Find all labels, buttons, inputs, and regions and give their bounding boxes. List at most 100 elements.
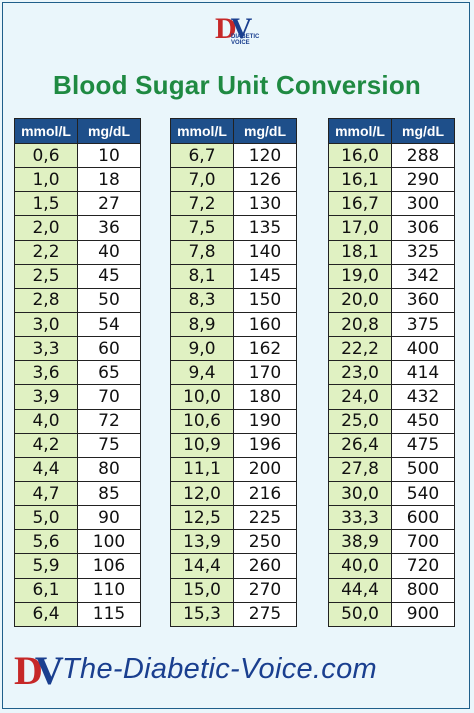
table-row: 4,7 85: [14, 480, 141, 507]
footer-monogram: DV: [14, 648, 64, 693]
table-row: 8,3 150: [170, 287, 297, 313]
conversion-table-3: mmol/L mg/dL 16,0 288 16,1 290 16,7 300 17,0 30…: [328, 118, 455, 627]
table-row: 40,0 720: [328, 553, 455, 579]
conversion-table-2: mmol/L mg/dL 6,7 120 7,0 126 7,2 130 7,5 135 7,8…: [170, 118, 297, 627]
mgdl-cell: 72: [77, 408, 141, 434]
mgdl-cell: 275: [233, 601, 297, 627]
table-row: 16,7 300: [328, 191, 455, 217]
table-row: 3,6 65: [14, 360, 141, 386]
mmol-cell: 12,0: [170, 480, 234, 507]
mmol-cell: 6,4: [14, 601, 78, 627]
mgdl-cell: 145: [233, 263, 297, 289]
mgdl-cell: 140: [233, 239, 297, 265]
mmol-cell: 6,7: [170, 142, 234, 169]
table-row: 44,4 800: [328, 577, 455, 603]
table-row: 7,8 140: [170, 239, 297, 265]
table-row: 18,1 325: [328, 239, 455, 265]
table-row: 0,6 10: [14, 142, 141, 169]
mgdl-cell: 170: [233, 360, 297, 386]
table-row: 17,0 306: [328, 215, 455, 241]
table-row: 3,0 54: [14, 311, 141, 338]
mmol-cell: 7,2: [170, 191, 234, 217]
table-row: 5,9 106: [14, 553, 141, 579]
mgdl-cell: 126: [233, 167, 297, 193]
mgdl-cell: 600: [391, 505, 455, 531]
mgdl-cell: 180: [233, 384, 297, 410]
mgdl-cell: 110: [77, 577, 141, 603]
table-row: 6,1 110: [14, 577, 141, 603]
mmol-cell: 5,6: [14, 529, 78, 555]
mmol-cell: 10,6: [170, 408, 234, 434]
table-row: 33,3 600: [328, 505, 455, 531]
mgdl-cell: 375: [391, 311, 455, 338]
table-row: 16,1 290: [328, 167, 455, 193]
mgdl-cell: 290: [391, 167, 455, 193]
table-row: 15,3 275: [170, 601, 297, 627]
mmol-cell: 44,4: [328, 577, 392, 603]
table-row: 30,0 540: [328, 480, 455, 507]
diabetic-voice-logo: DV DIABETIC VOICE: [213, 12, 263, 54]
mgdl-cell: 720: [391, 553, 455, 579]
table-row: 16,0 288: [328, 142, 455, 169]
mmol-cell: 26,4: [328, 432, 392, 458]
header-mmol: mmol/L: [328, 118, 392, 144]
mgdl-cell: 130: [233, 191, 297, 217]
mgdl-cell: 306: [391, 215, 455, 241]
mgdl-cell: 450: [391, 408, 455, 434]
table-row: 4,0 72: [14, 408, 141, 434]
table-row: 7,2 130: [170, 191, 297, 217]
mmol-cell: 5,9: [14, 553, 78, 579]
mmol-cell: 17,0: [328, 215, 392, 241]
mgdl-cell: 325: [391, 239, 455, 265]
mgdl-cell: 216: [233, 480, 297, 507]
mgdl-cell: 900: [391, 601, 455, 627]
mmol-cell: 12,5: [170, 505, 234, 531]
mgdl-cell: 65: [77, 360, 141, 386]
mmol-cell: 4,4: [14, 456, 78, 482]
mmol-cell: 15,0: [170, 577, 234, 603]
mgdl-cell: 45: [77, 263, 141, 289]
mmol-cell: 20,8: [328, 311, 392, 338]
mmol-cell: 2,5: [14, 263, 78, 289]
table-row: 2,8 50: [14, 287, 141, 313]
mgdl-cell: 414: [391, 360, 455, 386]
mmol-cell: 2,8: [14, 287, 78, 313]
table-row: 11,1 200: [170, 456, 297, 482]
mmol-cell: 1,0: [14, 167, 78, 193]
table-row: 10,0 180: [170, 384, 297, 410]
mmol-cell: 3,9: [14, 384, 78, 410]
header-mmol: mmol/L: [14, 118, 78, 144]
table-row: 4,2 75: [14, 432, 141, 458]
table-row: 9,0 162: [170, 336, 297, 362]
mgdl-cell: 100: [77, 529, 141, 555]
table-row: 6,7 120: [170, 142, 297, 169]
mmol-cell: 7,8: [170, 239, 234, 265]
mmol-cell: 24,0: [328, 384, 392, 410]
mmol-cell: 11,1: [170, 456, 234, 482]
mgdl-cell: 360: [391, 287, 455, 313]
table-row: 2,0 36: [14, 215, 141, 241]
mmol-cell: 30,0: [328, 480, 392, 507]
mmol-cell: 6,1: [14, 577, 78, 603]
mgdl-cell: 288: [391, 142, 455, 169]
mgdl-cell: 196: [233, 432, 297, 458]
mmol-cell: 14,4: [170, 553, 234, 579]
header-mmol: mmol/L: [170, 118, 234, 144]
mgdl-cell: 500: [391, 456, 455, 482]
mgdl-cell: 260: [233, 553, 297, 579]
logo-text: DIABETIC VOICE: [231, 34, 260, 46]
table-row: 38,9 700: [328, 529, 455, 555]
table-row: 12,0 216: [170, 480, 297, 507]
table-row: 2,2 40: [14, 239, 141, 265]
mmol-cell: 10,0: [170, 384, 234, 410]
mgdl-cell: 225: [233, 505, 297, 531]
mmol-cell: 2,2: [14, 239, 78, 265]
mmol-cell: 3,3: [14, 336, 78, 362]
footer-site-url: The-Diabetic-Voice.com: [62, 653, 377, 685]
footer-logo: DV The-Diabetic-Voice.com: [14, 647, 464, 693]
mgdl-cell: 700: [391, 529, 455, 555]
mmol-cell: 7,0: [170, 167, 234, 193]
table-row: 10,6 190: [170, 408, 297, 434]
mgdl-cell: 190: [233, 408, 297, 434]
mmol-cell: 19,0: [328, 263, 392, 289]
